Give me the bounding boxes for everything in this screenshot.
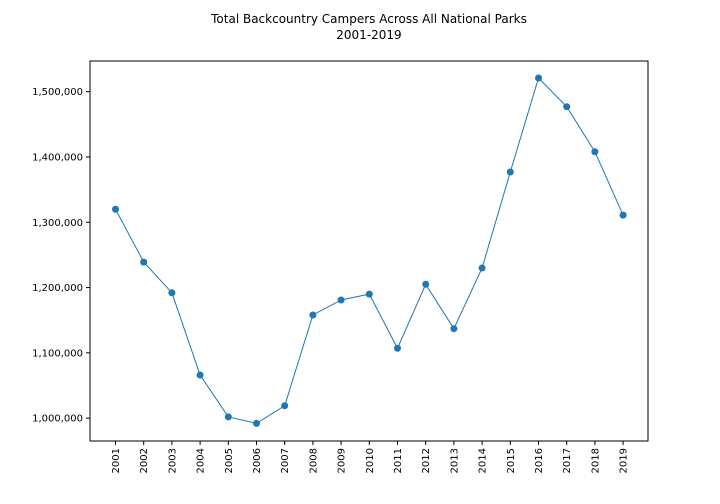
x-tick-label: 2018 [590,448,601,473]
x-tick-label: 2008 [308,448,319,473]
x-tick-label: 2006 [252,448,263,473]
chart-title: Total Backcountry Campers Across All Nat… [210,12,527,26]
data-point-2015 [506,168,514,176]
data-point-2005 [224,413,232,421]
data-point-2002 [140,258,148,266]
data-point-2001 [112,205,119,213]
data-point-2006 [253,419,260,427]
series-line [115,77,624,424]
x-tick-label: 2002 [139,448,150,473]
y-tick-label: 1,000,000 [32,414,83,425]
y-tick-label: 1,300,000 [32,218,83,229]
x-tick-label: 2003 [167,448,178,473]
x-tick-label: 2005 [224,448,235,473]
data-point-2014 [478,264,486,272]
data-point-2019 [619,211,627,219]
data-point-2009 [337,296,345,304]
data-point-2004 [196,371,204,379]
x-tick-label: 2010 [365,448,376,473]
data-point-2016 [535,74,542,82]
x-tick-label: 2015 [506,448,517,473]
y-tick-label: 1,400,000 [32,152,83,163]
data-point-2010 [365,290,373,298]
y-axis: 1,000,000 1,100,000 1,200,000 1,300,000 1,40… [32,87,90,425]
y-tick-label: 1,100,000 [32,348,83,359]
x-tick-label: 2013 [449,448,460,473]
data-point-2003 [168,289,176,297]
x-tick-label: 2009 [337,448,348,473]
y-tick-label: 1,200,000 [32,283,83,294]
x-tick-label: 2011 [393,448,404,473]
x-tick-label: 2014 [478,448,489,473]
chart-subtitle: 2001-2019 [336,28,401,42]
x-tick-label: 2016 [534,448,545,473]
plot-frame [89,60,649,442]
data-point-2012 [422,280,430,288]
data-point-2007 [281,402,289,410]
x-tick-label: 2001 [111,448,122,473]
x-tick-label: 2004 [196,448,207,473]
x-tick-label: 2017 [562,448,573,473]
x-tick-label: 2012 [421,448,432,473]
series-group [112,74,627,427]
data-point-2008 [309,311,317,319]
y-tick-label: 1,500,000 [32,87,83,98]
data-point-2018 [591,148,599,156]
x-axis: 2001 2002 2003 2004 2005 2006 2007 2008 2009 2010… [111,441,630,473]
x-tick-label: 2019 [619,448,630,473]
data-point-2017 [563,103,571,111]
x-tick-label: 2007 [280,448,291,473]
data-point-2011 [394,344,401,352]
data-point-2013 [450,325,458,333]
